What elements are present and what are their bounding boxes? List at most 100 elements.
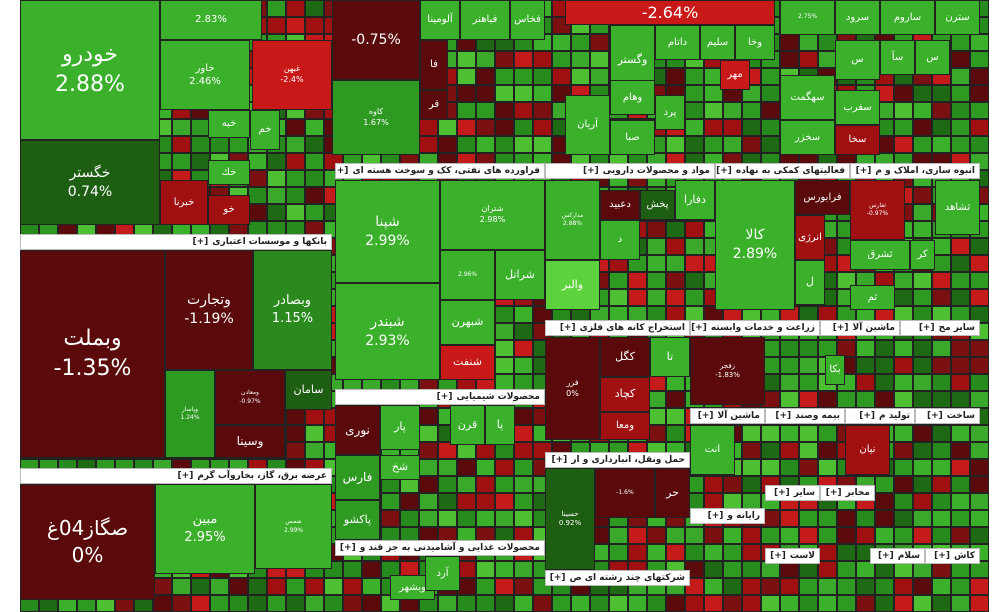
stock-tile[interactable]: کگل bbox=[600, 337, 650, 377]
sector-header[interactable]: استخراج کانه های فلزی [+] bbox=[545, 320, 690, 336]
stock-tile[interactable]: پرد bbox=[655, 95, 685, 130]
stock-tile[interactable]: ومعادن -0.97% bbox=[215, 370, 285, 425]
stock-tile[interactable]: شراتل bbox=[495, 250, 545, 300]
sector-header[interactable]: ماشین آلا [+] bbox=[820, 320, 900, 336]
expand-button[interactable]: [+] bbox=[336, 166, 349, 176]
sector-header[interactable]: فراورده های نفتی، کک و سوخت هسته ای[+] bbox=[335, 163, 545, 179]
expand-button[interactable]: [+] bbox=[918, 323, 935, 333]
stock-tile[interactable]: دفارا bbox=[675, 180, 715, 220]
sector-header[interactable]: محصولات شیمیایی [+] bbox=[335, 389, 545, 405]
stock-tile[interactable]: کر bbox=[910, 240, 935, 270]
sector-header[interactable]: رایانه و [+] bbox=[690, 508, 765, 524]
stock-tile[interactable]: آریان bbox=[565, 95, 610, 155]
stock-tile[interactable]: انت bbox=[690, 425, 735, 475]
stock-tile[interactable]: مبین 2.95% bbox=[155, 484, 255, 574]
sector-header[interactable]: عرضه برق، گاز، بخاروآب گرم [+] bbox=[20, 468, 332, 484]
stock-tile[interactable]: خك bbox=[208, 160, 250, 185]
stock-tile[interactable]: مهر bbox=[720, 60, 750, 90]
expand-button[interactable]: [+] bbox=[770, 551, 786, 561]
stock-tile[interactable]: د bbox=[600, 220, 640, 260]
stock-tile[interactable]: حر bbox=[655, 468, 690, 518]
stock-tile[interactable]: خبرنا bbox=[160, 180, 208, 225]
stock-tile[interactable]: پاکشو bbox=[335, 500, 380, 540]
expand-button[interactable]: [+] bbox=[192, 237, 209, 247]
expand-button[interactable]: [+] bbox=[934, 551, 950, 561]
stock-tile[interactable]: وسینا bbox=[215, 425, 285, 458]
expand-button[interactable]: [+] bbox=[551, 455, 568, 465]
stock-tile[interactable]: انرژی bbox=[795, 215, 825, 260]
stock-tile[interactable]: سترن bbox=[935, 0, 980, 35]
stock-tile[interactable]: قرن bbox=[450, 405, 485, 445]
stock-tile[interactable]: سرود bbox=[835, 0, 880, 35]
stock-tile[interactable]: صبا bbox=[610, 120, 655, 155]
stock-tile[interactable]: ثم bbox=[850, 285, 895, 310]
stock-tile[interactable]: دعبید bbox=[600, 190, 640, 220]
stock-tile[interactable]: کچاد bbox=[600, 377, 650, 412]
expand-button[interactable]: [+] bbox=[697, 411, 714, 421]
sector-header[interactable]: انبوه سازی، املاک و م [+] bbox=[850, 163, 980, 179]
expand-button[interactable]: [+] bbox=[177, 471, 194, 481]
stock-tile[interactable]: سخا bbox=[835, 125, 880, 155]
expand-button[interactable]: [+] bbox=[583, 166, 599, 176]
stock-tile[interactable]: شنفت bbox=[440, 345, 495, 380]
expand-button[interactable]: [+] bbox=[825, 488, 842, 498]
stock-tile[interactable]: شتران 2.98% bbox=[440, 180, 545, 250]
stock-tile[interactable]: وپاسار 1.24% bbox=[165, 370, 215, 458]
sector-header[interactable]: کاش [+] bbox=[925, 548, 980, 564]
stock-tile[interactable]: خبه bbox=[208, 110, 250, 138]
sector-header[interactable]: شرکتهای چند رشته ای ص [+] bbox=[545, 570, 690, 586]
sector-header[interactable]: سایر [+] bbox=[765, 485, 820, 501]
expand-button[interactable]: [+] bbox=[877, 551, 894, 561]
sector-header[interactable]: بیمه وصند [+] bbox=[765, 408, 845, 424]
stock-tile[interactable]: شبهرن bbox=[440, 300, 495, 345]
sector-header[interactable]: مواد و محصولات دارویی [+] bbox=[545, 163, 715, 179]
stock-tile[interactable]: سلیم bbox=[700, 25, 735, 60]
stock-tile[interactable]: داتام bbox=[655, 25, 700, 60]
expand-button[interactable]: [+] bbox=[559, 323, 576, 333]
stock-tile[interactable]: ساروم bbox=[880, 0, 935, 35]
sector-header[interactable]: زراعت و خدمات وابسته [+] bbox=[690, 320, 820, 336]
sector-header[interactable]: بانکها و موسسات اعتباری [+] bbox=[20, 234, 332, 250]
stock-tile[interactable]: کاوه 1.67% bbox=[332, 80, 420, 155]
stock-tile[interactable]: سآ bbox=[880, 40, 915, 75]
stock-tile[interactable]: قر bbox=[420, 90, 448, 120]
stock-tile[interactable]: خم bbox=[250, 110, 280, 150]
stock-tile[interactable]: ل bbox=[795, 260, 825, 305]
stock-tile[interactable]: صگاز04غ 0% bbox=[20, 484, 155, 600]
stock-tile[interactable]: پا bbox=[485, 405, 515, 445]
sector-header[interactable]: سایر مح [+] bbox=[900, 320, 980, 336]
expand-button[interactable]: [+] bbox=[716, 166, 732, 176]
stock-tile[interactable]: س bbox=[915, 40, 950, 75]
expand-button[interactable]: [+] bbox=[691, 323, 707, 333]
stock-tile[interactable]: فرابورس bbox=[795, 180, 850, 215]
sector-header[interactable]: فعالیتهای کمکی به نهاده [+] bbox=[715, 163, 850, 179]
expand-button[interactable]: [+] bbox=[436, 392, 453, 402]
sector-header[interactable]: ماشین آلا [+] bbox=[690, 408, 765, 424]
stock-tile[interactable]: کالا 2.89% bbox=[715, 180, 795, 310]
expand-button[interactable]: [+] bbox=[832, 323, 849, 333]
stock-tile[interactable]: خو bbox=[208, 195, 250, 225]
stock-tile[interactable]: شمس 2.99% bbox=[255, 484, 332, 569]
stock-tile[interactable]: ثشاهد bbox=[935, 180, 980, 235]
stock-tile[interactable]: تا bbox=[650, 337, 690, 377]
expand-button[interactable]: [+] bbox=[859, 411, 875, 421]
stock-tile[interactable]: حسینا 0.92% bbox=[545, 468, 595, 570]
sector-header[interactable]: مخابر [+] bbox=[820, 485, 875, 501]
stock-tile[interactable]: نوری bbox=[335, 405, 380, 455]
stock-tile[interactable]: آرد bbox=[425, 556, 460, 591]
stock-tile[interactable]: فباهنر bbox=[460, 0, 510, 40]
stock-tile[interactable]: 2.83% bbox=[160, 0, 262, 40]
stock-tile[interactable]: سفرب bbox=[835, 90, 880, 125]
stock-tile[interactable]: بکا bbox=[825, 355, 845, 385]
stock-tile[interactable]: فخاس bbox=[510, 0, 545, 40]
stock-tile[interactable]: خودرو 2.88% bbox=[20, 0, 160, 140]
stock-tile[interactable]: س bbox=[835, 40, 880, 80]
stock-tile[interactable]: وبملت -1.35% bbox=[20, 250, 165, 458]
expand-button[interactable]: [+] bbox=[926, 411, 943, 421]
expand-button[interactable]: [+] bbox=[855, 166, 872, 176]
stock-tile[interactable]: وهام bbox=[610, 80, 655, 115]
stock-tile[interactable]: وبصادر 1.15% bbox=[253, 250, 332, 370]
stock-tile[interactable]: پخش bbox=[640, 190, 675, 220]
stock-tile[interactable]: سخزر bbox=[780, 120, 835, 155]
stock-tile[interactable]: سهگمت bbox=[780, 75, 835, 120]
